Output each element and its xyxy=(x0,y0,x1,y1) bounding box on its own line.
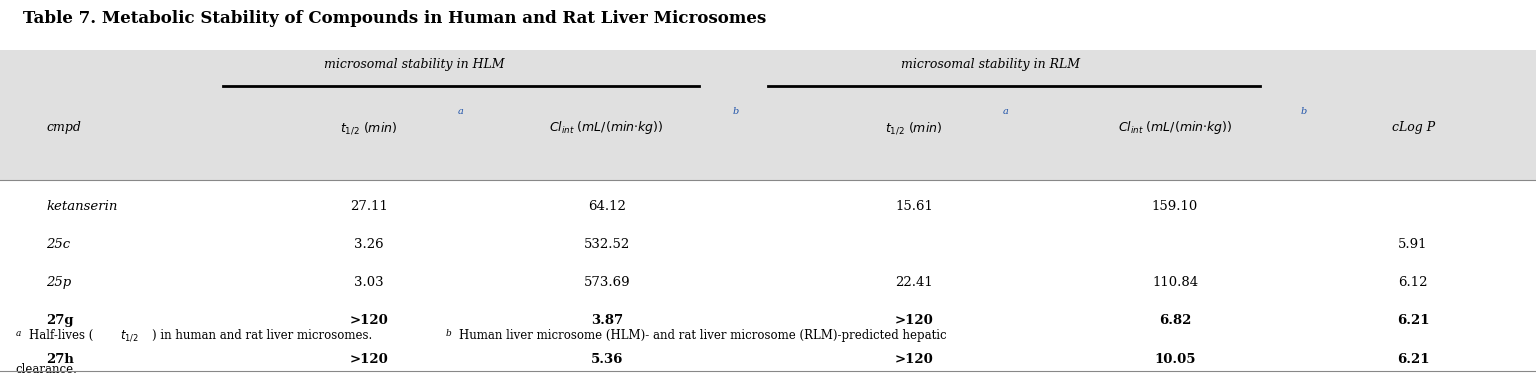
Text: Table 7. Metabolic Stability of Compounds in Human and Rat Liver Microsomes: Table 7. Metabolic Stability of Compound… xyxy=(23,10,766,27)
Text: 6.21: 6.21 xyxy=(1396,314,1430,327)
Text: 110.84: 110.84 xyxy=(1152,276,1198,289)
Text: $\mathit{t}_{1/2}$$\mathit{\ (min)}$: $\mathit{t}_{1/2}$$\mathit{\ (min)}$ xyxy=(885,120,943,136)
Text: 3.26: 3.26 xyxy=(353,238,384,251)
Text: 27g: 27g xyxy=(46,314,74,327)
Text: 27.11: 27.11 xyxy=(350,200,387,213)
Text: 3.03: 3.03 xyxy=(353,276,384,289)
Text: >120: >120 xyxy=(349,314,389,327)
Text: cmpd: cmpd xyxy=(46,121,81,134)
Text: microsomal stability in RLM: microsomal stability in RLM xyxy=(902,58,1080,71)
Text: 159.10: 159.10 xyxy=(1152,200,1198,213)
Text: 10.05: 10.05 xyxy=(1154,353,1197,366)
Text: 6.12: 6.12 xyxy=(1398,276,1428,289)
Text: $\mathit{Cl}_{\mathit{int}}$ $\mathit{(mL/(min{\cdot}kg))}$: $\mathit{Cl}_{\mathit{int}}$ $\mathit{(m… xyxy=(550,120,664,136)
Text: 5.91: 5.91 xyxy=(1398,238,1428,251)
Text: 3.87: 3.87 xyxy=(591,314,622,327)
Text: microsomal stability in HLM: microsomal stability in HLM xyxy=(324,58,505,71)
Text: 573.69: 573.69 xyxy=(584,276,630,289)
Bar xyxy=(0,50,1536,180)
Text: 25c: 25c xyxy=(46,238,71,251)
Text: Human liver microsome (HLM)- and rat liver microsome (RLM)-predicted hepatic: Human liver microsome (HLM)- and rat liv… xyxy=(459,329,946,342)
Text: 25p: 25p xyxy=(46,276,71,289)
Text: cLog P: cLog P xyxy=(1392,121,1435,134)
Text: 15.61: 15.61 xyxy=(895,200,932,213)
Text: 22.41: 22.41 xyxy=(895,276,932,289)
Text: $\mathit{t}_{1/2}$$\mathit{\ (min)}$: $\mathit{t}_{1/2}$$\mathit{\ (min)}$ xyxy=(339,120,398,136)
Text: a: a xyxy=(15,329,20,338)
Text: 27h: 27h xyxy=(46,353,74,366)
Text: b: b xyxy=(445,329,452,338)
Text: 6.82: 6.82 xyxy=(1158,314,1192,327)
Text: a: a xyxy=(458,107,464,117)
Text: $\mathit{Cl}_{\mathit{int}}$ $\mathit{(mL/(min{\cdot}kg))}$: $\mathit{Cl}_{\mathit{int}}$ $\mathit{(m… xyxy=(1118,120,1232,136)
Text: >120: >120 xyxy=(349,353,389,366)
Text: >120: >120 xyxy=(894,314,934,327)
Text: Half-lives (: Half-lives ( xyxy=(29,329,94,342)
Text: $\mathit{t}_{1/2}$: $\mathit{t}_{1/2}$ xyxy=(120,329,138,343)
Text: 6.21: 6.21 xyxy=(1396,353,1430,366)
Text: ketanserin: ketanserin xyxy=(46,200,117,213)
Text: 64.12: 64.12 xyxy=(588,200,625,213)
Text: b: b xyxy=(733,107,739,117)
Text: a: a xyxy=(1003,107,1009,117)
Text: clearance.: clearance. xyxy=(15,363,77,376)
Text: >120: >120 xyxy=(894,353,934,366)
Text: ) in human and rat liver microsomes.: ) in human and rat liver microsomes. xyxy=(152,329,372,342)
Text: 532.52: 532.52 xyxy=(584,238,630,251)
Text: b: b xyxy=(1301,107,1307,117)
Text: 5.36: 5.36 xyxy=(590,353,624,366)
